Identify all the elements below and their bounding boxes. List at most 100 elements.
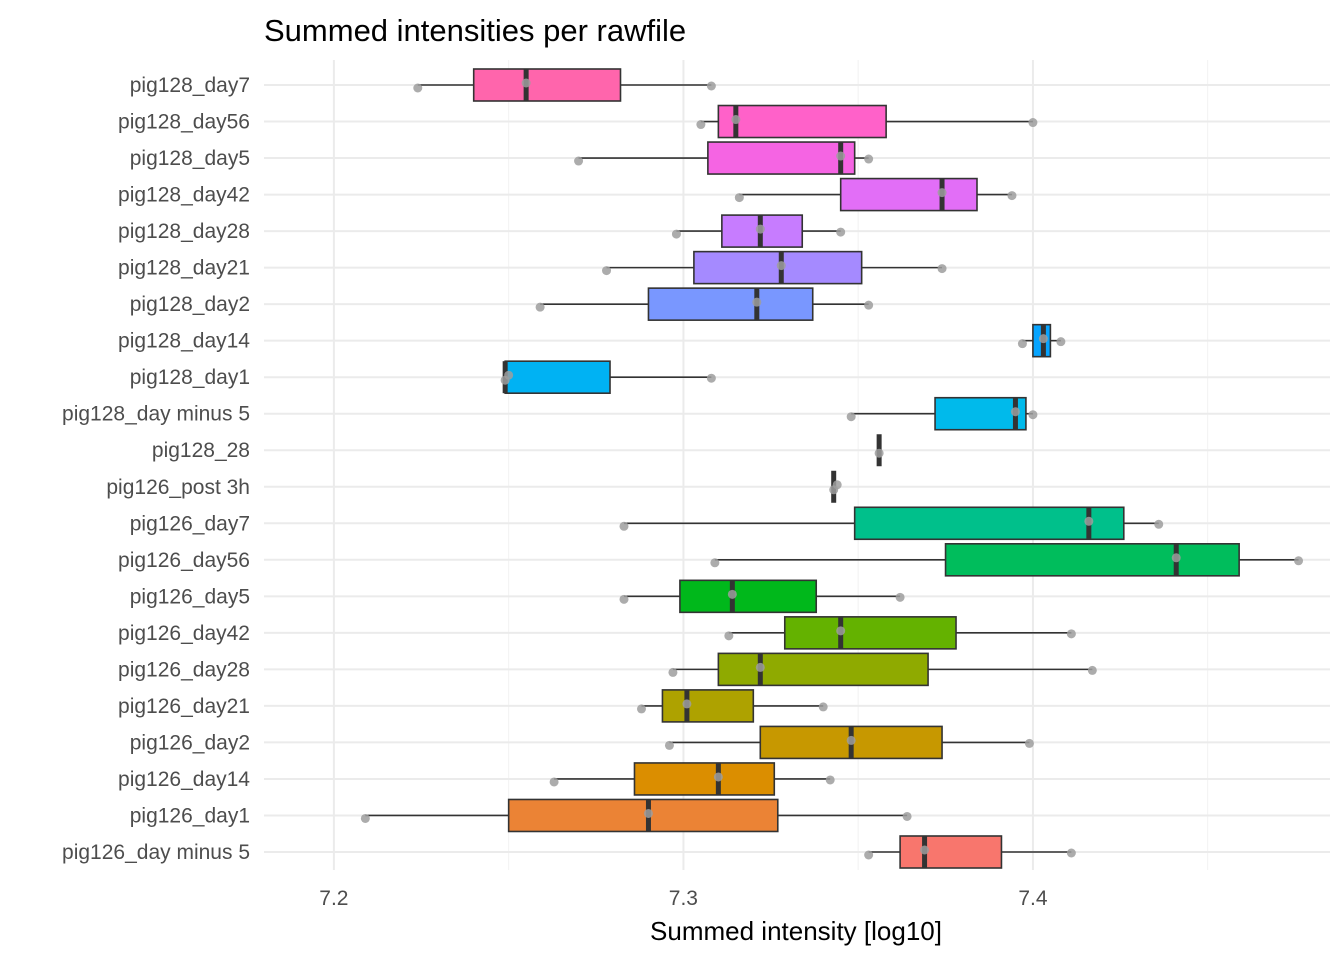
box-pig126_day14 xyxy=(549,762,835,796)
data-point xyxy=(1087,665,1097,675)
data-point xyxy=(696,120,706,130)
data-point xyxy=(671,229,681,239)
data-point xyxy=(504,370,514,380)
data-point xyxy=(574,156,584,166)
box-iqr xyxy=(507,798,779,833)
box-iqr xyxy=(661,689,755,723)
y-tick-label: pig128_day5 xyxy=(130,147,250,170)
data-point xyxy=(1171,553,1181,563)
x-tick-label: 7.4 xyxy=(1018,887,1048,910)
box-pig128_day7 xyxy=(413,68,716,102)
data-point xyxy=(1017,339,1027,349)
data-point xyxy=(549,777,559,787)
data-point xyxy=(895,592,905,602)
box-iqr xyxy=(707,141,856,175)
y-tick-label: pig128_day28 xyxy=(118,220,250,243)
box-pig128_day2 xyxy=(535,287,874,321)
box-pig126_post-3h xyxy=(829,470,842,503)
box-pig126_day28 xyxy=(668,652,1097,687)
y-tick-label: pig126_day2 xyxy=(130,731,250,754)
x-tick-label: 7.3 xyxy=(669,887,698,910)
y-tick-label: pig126_day minus 5 xyxy=(62,841,250,864)
data-point xyxy=(864,300,874,310)
box-pig128_28 xyxy=(874,434,884,467)
chart-title: Summed intensities per rawfile xyxy=(264,13,686,48)
data-point xyxy=(727,589,737,599)
data-point xyxy=(864,850,874,860)
data-point xyxy=(602,266,612,276)
data-point xyxy=(619,521,629,531)
y-tick-label: pig128_day2 xyxy=(130,293,250,316)
data-point xyxy=(836,227,846,237)
y-tick-label: pig128_day minus 5 xyxy=(62,403,250,426)
data-point xyxy=(1294,556,1304,566)
y-tick-label: pig126_day42 xyxy=(118,622,250,645)
y-axis-ticks: pig126_day minus 5 pig126_day1 pig126_day1… xyxy=(62,74,250,864)
box-pig128_day42 xyxy=(734,177,1017,212)
box-iqr xyxy=(717,652,929,687)
box-pig126_day42 xyxy=(724,616,1076,650)
y-tick-label: pig128_28 xyxy=(152,439,250,462)
y-tick-label: pig126_day21 xyxy=(118,695,250,718)
data-point xyxy=(1066,848,1076,858)
data-point xyxy=(1007,191,1017,201)
box-pig128_day56 xyxy=(696,104,1038,139)
y-tick-label: pig126_day56 xyxy=(118,549,250,572)
box-pig128_day5 xyxy=(574,141,874,175)
box-iqr xyxy=(647,287,814,321)
data-point xyxy=(1154,519,1164,529)
data-point xyxy=(1056,337,1066,347)
data-point xyxy=(846,735,856,745)
x-axis-ticks: 7.2 7.3 7.4 xyxy=(319,887,1048,910)
data-point xyxy=(1084,516,1094,526)
y-tick-label: pig126_day7 xyxy=(130,512,250,535)
y-tick-label: pig126_day28 xyxy=(118,658,250,681)
data-point xyxy=(643,808,653,818)
data-point xyxy=(818,702,828,712)
data-point xyxy=(724,631,734,641)
data-point xyxy=(1066,629,1076,639)
data-point xyxy=(874,448,884,458)
box-pig128_day28 xyxy=(671,214,846,248)
data-point xyxy=(1024,738,1034,748)
box-iqr xyxy=(679,579,818,614)
data-point xyxy=(1038,334,1048,344)
data-point xyxy=(832,480,842,490)
data-point xyxy=(682,699,692,709)
data-point xyxy=(619,594,629,604)
data-point xyxy=(776,261,786,271)
data-point xyxy=(521,78,531,88)
data-point xyxy=(668,667,678,677)
data-point xyxy=(836,151,846,161)
data-point xyxy=(535,302,545,312)
y-tick-label: pig128_day56 xyxy=(118,111,250,134)
y-tick-label: pig128_day42 xyxy=(118,184,250,207)
box-iqr xyxy=(934,396,1027,431)
data-point xyxy=(706,81,716,91)
data-point xyxy=(902,811,912,821)
box-pig126_day2 xyxy=(664,725,1034,760)
data-point xyxy=(920,845,930,855)
box-pig128_day21 xyxy=(602,250,947,285)
x-axis-label: Summed intensity [log10] xyxy=(650,916,942,946)
box-iqr xyxy=(504,360,611,394)
data-point xyxy=(836,626,846,636)
y-tick-label: pig128_day21 xyxy=(118,257,250,280)
box-layer xyxy=(360,68,1304,869)
box-iqr xyxy=(899,835,1003,869)
y-tick-label: pig128_day7 xyxy=(130,74,250,97)
box-pig128_day14 xyxy=(1017,323,1066,358)
box-iqr xyxy=(717,104,887,139)
data-point xyxy=(752,297,762,307)
box-iqr xyxy=(633,762,776,796)
y-tick-label: pig128_day14 xyxy=(118,330,250,353)
data-point xyxy=(710,558,720,568)
box-pig126_day-minus-5 xyxy=(864,835,1076,869)
data-point xyxy=(706,373,716,383)
data-point xyxy=(734,193,744,203)
box-pig126_day21 xyxy=(636,689,828,723)
data-point xyxy=(1028,410,1038,420)
data-point xyxy=(636,704,646,714)
